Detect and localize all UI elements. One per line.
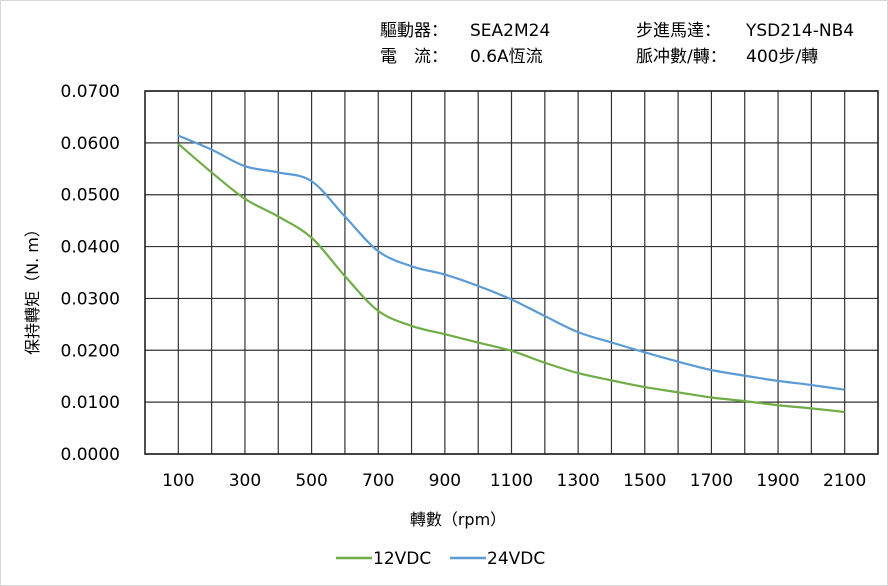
x-tick-label: 1700 <box>690 471 733 491</box>
driver-value: SEA2M24 <box>470 21 550 41</box>
x-tick-label: 500 <box>295 471 327 491</box>
y-axis-label: 保持轉矩（N. m） <box>23 221 42 355</box>
series-line-24vdc <box>177 134 845 391</box>
y-tick-label: 0.0600 <box>61 134 120 154</box>
x-tick-label: 1500 <box>623 471 666 491</box>
grid <box>144 90 879 455</box>
y-tick-labels: 0.0000 0.0100 0.0200 0.0300 0.0400 0.0500 0.06… <box>61 82 120 465</box>
current-value: 0.6A恆流 <box>470 47 543 67</box>
y-tick-label: 0.0300 <box>61 289 120 309</box>
y-tick-label: 0.0100 <box>61 393 120 413</box>
legend: 12VDC 24VDC <box>336 549 545 569</box>
motor-value: YSD214-NB4 <box>745 21 854 41</box>
series-line-12vdc <box>177 143 845 414</box>
y-tick-label: 0.0500 <box>61 186 120 206</box>
x-tick-label: 700 <box>362 471 394 491</box>
motor-label: 步進馬達： <box>636 21 721 41</box>
legend-label-24vdc: 24VDC <box>487 549 545 569</box>
x-tick-labels: 100 300 500 700 900 1100 1300 1500 1700 1900 2100 <box>162 471 866 491</box>
x-tick-label: 900 <box>429 471 461 491</box>
x-tick-label: 300 <box>229 471 261 491</box>
x-tick-label: 100 <box>162 471 194 491</box>
current-label: 電 流： <box>380 47 448 67</box>
pulse-label: 脈冲數/轉： <box>636 47 727 67</box>
plot-border <box>144 90 879 455</box>
x-tick-label: 1300 <box>557 471 600 491</box>
x-tick-label: 1100 <box>490 471 533 491</box>
y-tick-label: 0.0700 <box>61 82 120 102</box>
pulse-value: 400步/轉 <box>746 47 818 67</box>
y-tick-label: 0.0400 <box>61 238 120 258</box>
legend-label-12vdc: 12VDC <box>373 549 431 569</box>
driver-label: 驅動器： <box>380 21 448 41</box>
y-tick-label: 0.0000 <box>61 445 120 465</box>
series-lines <box>177 134 845 414</box>
x-tick-label: 2100 <box>823 471 866 491</box>
x-tick-label: 1900 <box>756 471 799 491</box>
x-axis-label: 轉數（rpm） <box>410 510 506 529</box>
y-tick-label: 0.0200 <box>61 341 120 361</box>
